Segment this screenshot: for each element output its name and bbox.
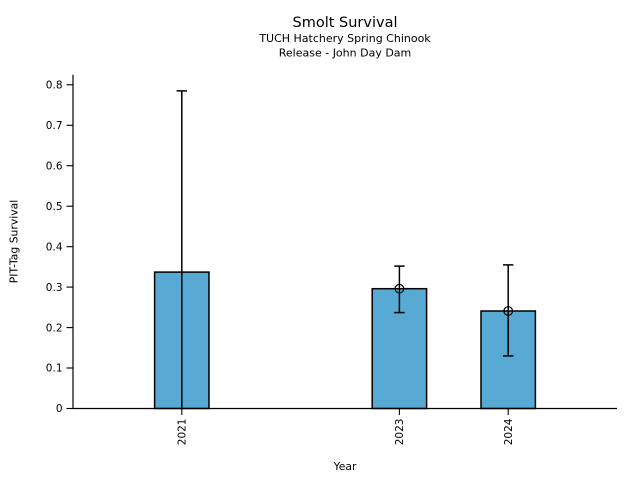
y-tick-label-0.5: 0.5 bbox=[46, 201, 63, 213]
x-tick-label-2021: 2021 bbox=[177, 419, 189, 446]
y-tick-label-0.4: 0.4 bbox=[46, 241, 63, 253]
x-axis-label: Year bbox=[333, 460, 357, 473]
y-axis-label: PIT-Tag Survival bbox=[8, 200, 21, 283]
y-tick-label-0: 0 bbox=[56, 403, 63, 415]
y-tick-label-0.1: 0.1 bbox=[46, 363, 63, 375]
point-marker-2024 bbox=[503, 306, 514, 316]
x-tick-label-2024: 2024 bbox=[503, 418, 515, 445]
y-tick-label-0.6: 0.6 bbox=[46, 160, 63, 172]
plot-area: 0 0.1 0.2 0.3 0.4 0.5 0.6 0.7 0.8 2021 2023 2024 bbox=[46, 74, 617, 446]
chart-title: Smolt Survival bbox=[293, 15, 398, 31]
y-tick-label-0.8: 0.8 bbox=[46, 80, 63, 92]
y-tick-label-0.3: 0.3 bbox=[46, 282, 63, 294]
chart-subtitle-line2: Release - John Day Dam bbox=[279, 47, 412, 60]
y-tick-label-0.2: 0.2 bbox=[46, 322, 63, 334]
point-marker-2023 bbox=[394, 283, 405, 294]
y-tick-label-0.7: 0.7 bbox=[46, 120, 63, 132]
x-tick-label-2023: 2023 bbox=[394, 419, 406, 446]
chart-subtitle-line1: TUCH Hatchery Spring Chinook bbox=[258, 32, 431, 45]
